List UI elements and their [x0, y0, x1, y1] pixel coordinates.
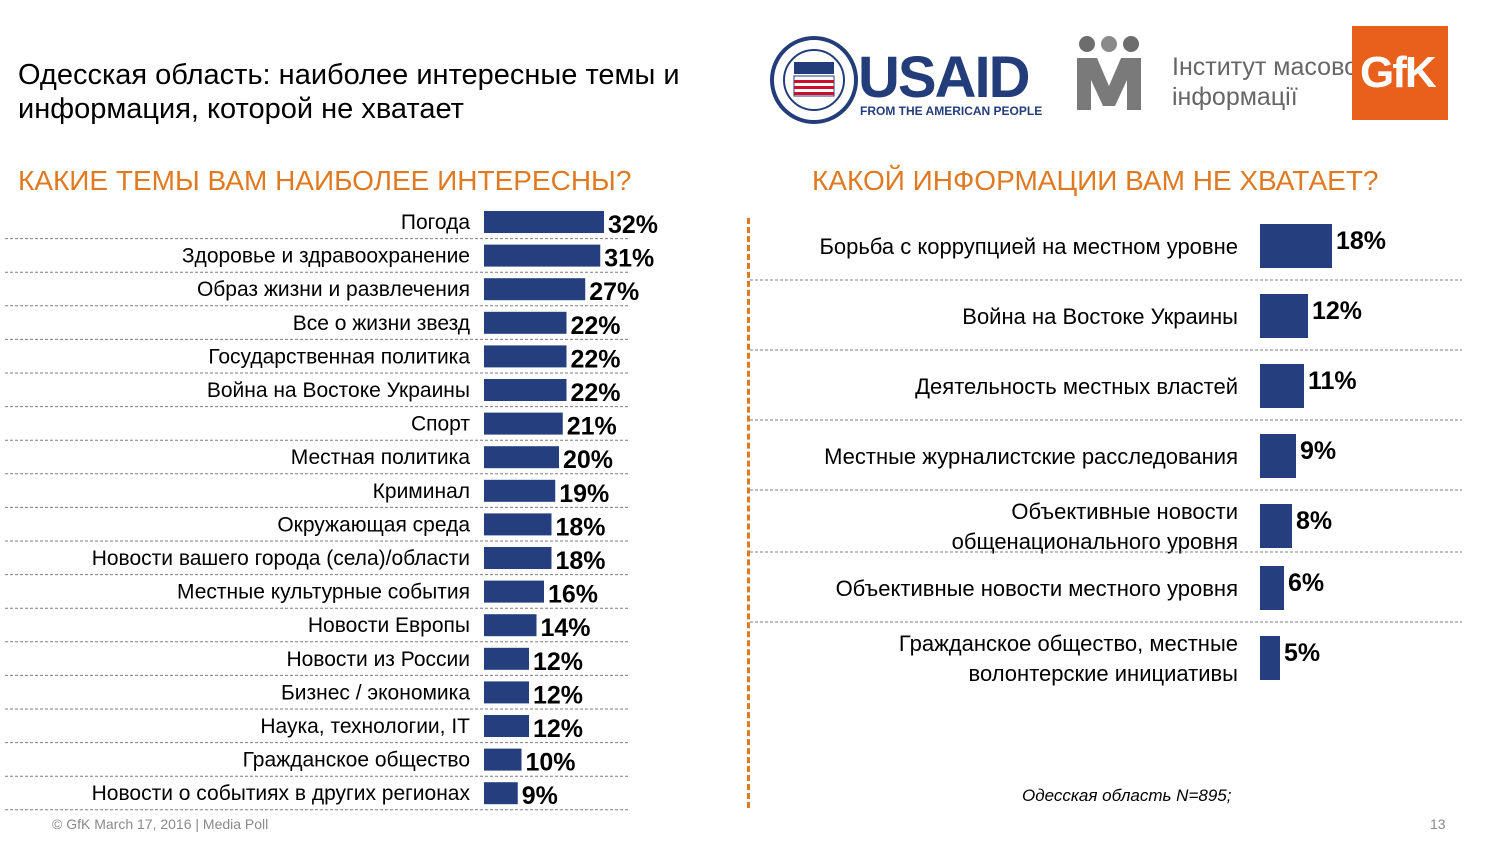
bar [484, 211, 604, 233]
category-label: Местные журналистские расследования [824, 444, 1238, 469]
category-label: Новости из России [286, 648, 470, 671]
category-label: Война на Востоке Украины [207, 379, 470, 402]
category-label: Новости Европы [308, 614, 470, 637]
category-label: Новости о событиях в других регионах [92, 782, 471, 805]
bar [1260, 504, 1292, 548]
bar [484, 311, 567, 334]
bar [484, 244, 601, 267]
data-label: 22% [571, 345, 621, 373]
data-label: 22% [571, 379, 621, 407]
bar [484, 446, 559, 469]
bar [484, 479, 556, 502]
right-chart-title: КАКОЙ ИНФОРМАЦИИ ВАМ НЕ ХВАТАЕТ? [812, 165, 1379, 196]
usaid-tagline: FROM THE AMERICAN PEOPLE [860, 104, 1043, 118]
gfk-wordmark: GfK [1360, 48, 1437, 97]
data-label: 21% [567, 413, 617, 441]
category-label: Криминал [373, 480, 470, 503]
bar [1260, 294, 1308, 338]
category-label: Образ жизни и развлечения [197, 278, 470, 301]
category-label: Объективные новости [1011, 499, 1238, 524]
data-label: 32% [608, 211, 658, 239]
category-label: Гражданское общество, местные [899, 631, 1238, 656]
data-label: 9% [522, 782, 558, 810]
data-label: 22% [571, 312, 621, 340]
category-label: Наука, технологии, IT [260, 715, 470, 738]
category-label: Окружающая среда [277, 513, 470, 536]
bar [484, 379, 567, 401]
category-label: Здоровье и здравоохранение [182, 245, 470, 268]
category-label: Новости вашего города (села)/области [92, 547, 470, 570]
data-label: 9% [1300, 437, 1336, 465]
bar [1260, 364, 1304, 408]
category-label: Война на Востоке Украины [962, 304, 1238, 329]
footer-text: © GfK March 17, 2016 | Media Poll [52, 816, 269, 832]
data-label: 19% [559, 480, 609, 508]
page-title: Одесская область: наиболее интересные те… [18, 59, 680, 125]
data-label: 8% [1296, 507, 1332, 535]
data-label: 18% [556, 547, 606, 575]
data-label: 11% [1308, 367, 1357, 395]
category-label: Все о жизни звезд [293, 312, 470, 335]
category-label: волонтерские инициативы [969, 661, 1238, 686]
category-label: Борьба с коррупцией на местном уровне [819, 234, 1238, 259]
category-label: Местная политика [291, 446, 471, 469]
data-label: 12% [533, 681, 583, 709]
category-label: Объективные новости местного уровня [836, 576, 1238, 601]
bar [484, 412, 563, 435]
data-label: 12% [533, 648, 583, 676]
category-label: Гражданское общество [243, 749, 470, 772]
bar [484, 715, 529, 737]
bar [484, 547, 552, 569]
sample-note: Одесская область N=895; [1022, 786, 1232, 805]
data-label: 14% [541, 614, 591, 642]
left-chart-title: КАКИЕ ТЕМЫ ВАМ НАИБОЛЕЕ ИНТЕРЕСНЫ? [18, 165, 632, 196]
data-label: 12% [533, 715, 583, 743]
category-label: Деятельность местных властей [915, 374, 1238, 399]
category-label: Погода [401, 211, 470, 234]
bar [484, 513, 552, 536]
category-label: Спорт [411, 413, 470, 436]
imi-wordmark: Інститут масової інформації [1172, 53, 1365, 111]
category-label: Бизнес / экономика [281, 681, 470, 704]
category-label: Государственная политика [208, 345, 470, 368]
data-label: 20% [563, 446, 613, 474]
data-label: 18% [556, 513, 606, 541]
bar [484, 278, 586, 301]
category-label: Местные культурные события [177, 581, 470, 604]
data-label: 6% [1288, 569, 1324, 597]
data-label: 18% [1336, 227, 1386, 255]
bar [484, 782, 518, 805]
page-number: 13 [1430, 816, 1446, 832]
usaid-logo: USAID FROM THE AMERICAN PEOPLE [770, 36, 1060, 124]
data-label: 31% [604, 245, 654, 273]
gfk-logo [1352, 26, 1448, 120]
data-label: 16% [548, 581, 598, 609]
category-label: общенационального уровня [952, 529, 1238, 554]
bar [484, 748, 522, 771]
bar [484, 681, 529, 704]
data-label: 10% [526, 749, 576, 777]
bar [1260, 636, 1280, 680]
data-label: 12% [1312, 297, 1362, 325]
bar [1260, 566, 1284, 610]
usaid-wordmark: USAID [858, 45, 1030, 110]
data-label: 5% [1284, 639, 1320, 667]
logo-bar: USAID FROM THE AMERICAN PEOPLE Інститут … [770, 26, 1450, 124]
bar [484, 647, 529, 670]
bar [484, 345, 567, 368]
data-label: 27% [589, 278, 639, 306]
bar [1260, 224, 1332, 268]
bar [484, 614, 537, 637]
section-divider [747, 218, 750, 808]
bar [1260, 434, 1296, 478]
imi-logo-icon [1077, 36, 1141, 110]
usaid-seal-icon [770, 36, 858, 124]
bar [484, 580, 544, 603]
